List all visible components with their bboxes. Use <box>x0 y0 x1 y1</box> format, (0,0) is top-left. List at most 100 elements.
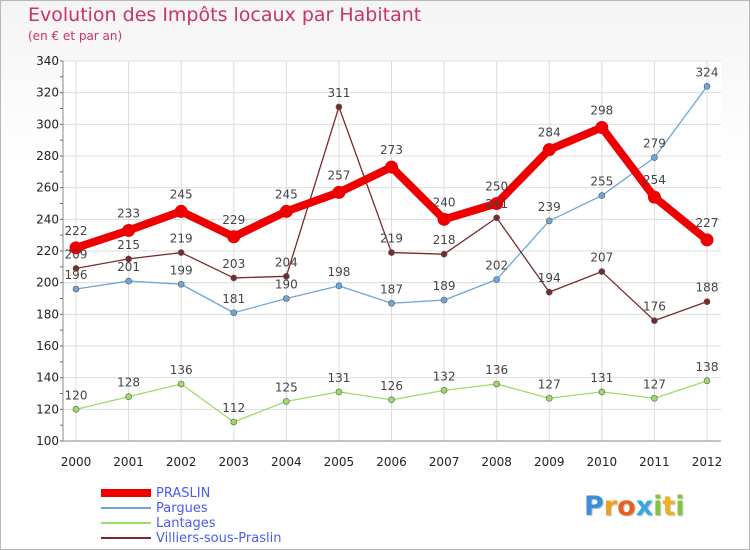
x-tick-label: 2010 <box>587 455 618 469</box>
data-label: 126 <box>380 379 403 393</box>
x-tick-label: 2001 <box>113 455 144 469</box>
y-tick-label: 160 <box>36 339 59 353</box>
y-tick-label: 180 <box>36 307 59 321</box>
data-label: 196 <box>65 268 88 282</box>
data-label: 250 <box>485 180 508 194</box>
data-point <box>388 396 395 404</box>
data-point <box>283 398 290 405</box>
logo-letter: x <box>635 491 654 522</box>
data-point <box>598 268 606 275</box>
data-label: 255 <box>590 175 613 189</box>
legend-swatch <box>101 507 151 509</box>
data-label: 128 <box>117 376 140 390</box>
data-point <box>545 217 553 225</box>
data-point <box>335 282 343 290</box>
data-point <box>703 83 711 90</box>
x-tick-label: 2008 <box>481 455 512 469</box>
x-tick-label: 2012 <box>692 455 723 469</box>
data-label: 136 <box>485 363 508 377</box>
data-label: 219 <box>380 232 403 246</box>
data-point <box>493 276 500 283</box>
legend-swatch <box>101 537 151 539</box>
data-label: 273 <box>380 143 403 157</box>
data-point <box>72 285 80 293</box>
x-tick-label: 2011 <box>639 455 670 469</box>
data-point <box>69 241 83 255</box>
logo-letter: t <box>662 491 676 522</box>
data-point <box>72 406 80 413</box>
y-tick-label: 340 <box>36 54 59 68</box>
data-label: 203 <box>222 257 245 271</box>
data-label: 257 <box>327 168 350 182</box>
data-label: 198 <box>327 265 350 279</box>
x-tick-label: 2007 <box>429 455 460 469</box>
y-tick-label: 140 <box>36 371 59 385</box>
proxiti-logo: Proxiti <box>584 491 685 522</box>
data-label: 190 <box>275 278 298 292</box>
logo-letter: i <box>675 491 685 522</box>
data-label: 284 <box>538 126 561 140</box>
data-point <box>651 394 658 402</box>
data-point <box>385 160 398 174</box>
data-label: 131 <box>327 371 350 385</box>
data-point <box>177 280 185 288</box>
y-tick-label: 200 <box>36 276 59 290</box>
data-label: 229 <box>222 213 245 227</box>
data-label: 245 <box>170 187 193 201</box>
data-point <box>440 296 448 304</box>
y-tick-label: 240 <box>36 212 59 226</box>
data-point <box>542 143 556 157</box>
data-point <box>125 277 132 285</box>
y-tick-label: 220 <box>36 244 59 258</box>
logo-letter: o <box>617 491 636 522</box>
data-label: 127 <box>643 377 666 391</box>
data-label: 188 <box>696 281 719 295</box>
data-point <box>230 418 238 426</box>
data-point <box>125 393 132 400</box>
data-point <box>703 377 711 385</box>
x-tick-label: 2003 <box>218 455 249 469</box>
legend-label: Villiers-sous-Praslin <box>156 531 282 546</box>
data-label: 187 <box>380 282 403 296</box>
data-point <box>647 190 661 204</box>
legend-label: PRASLIN <box>156 486 211 501</box>
y-tick-label: 120 <box>36 402 59 416</box>
legend-swatch <box>101 522 151 524</box>
data-label: 233 <box>117 206 140 220</box>
data-label: 215 <box>117 238 140 252</box>
logo-letter: P <box>584 491 604 522</box>
y-tick-label: 280 <box>36 149 59 163</box>
data-point <box>230 309 238 317</box>
data-label: 254 <box>643 173 666 187</box>
data-point <box>493 214 500 222</box>
data-point <box>440 250 448 258</box>
data-label: 298 <box>590 104 613 118</box>
x-tick-label: 2004 <box>271 455 302 469</box>
data-point <box>388 249 395 256</box>
data-label: 227 <box>696 216 719 230</box>
data-label: 138 <box>696 360 719 374</box>
y-tick-label: 300 <box>36 117 59 131</box>
data-label: 199 <box>170 263 193 277</box>
data-point <box>174 204 188 218</box>
data-label: 202 <box>485 259 508 273</box>
legend-label: Lantages <box>156 516 216 531</box>
data-label: 181 <box>222 292 245 306</box>
data-point <box>437 212 451 226</box>
y-tick-label: 260 <box>36 181 59 195</box>
data-label: 125 <box>275 380 298 394</box>
data-point <box>651 317 658 324</box>
data-point <box>332 185 346 199</box>
data-point <box>230 274 238 282</box>
data-point <box>703 298 711 305</box>
data-point <box>125 255 132 263</box>
x-tick-label: 2002 <box>166 455 197 469</box>
data-label: 218 <box>433 233 456 247</box>
data-point <box>545 394 553 402</box>
data-label: 209 <box>65 247 88 261</box>
data-point <box>279 204 293 218</box>
data-point <box>177 249 185 256</box>
data-label: 189 <box>433 279 456 293</box>
